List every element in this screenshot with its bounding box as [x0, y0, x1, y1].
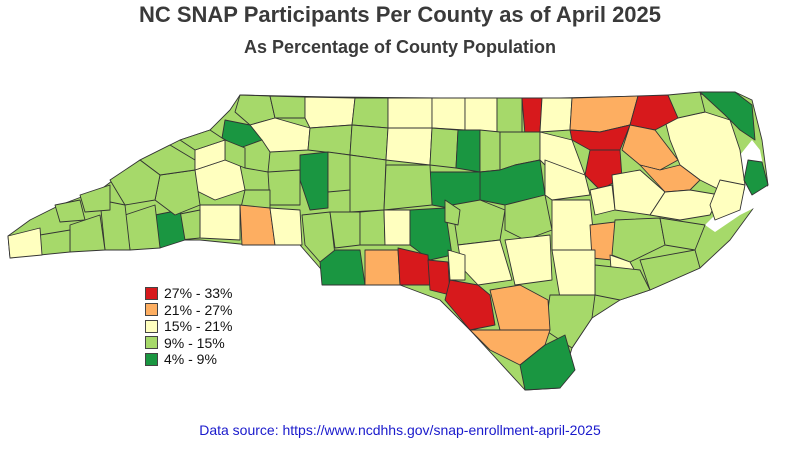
county-moore: [409, 207, 453, 261]
legend-item: 9% - 15%: [145, 335, 232, 352]
county-person: [464, 97, 498, 133]
county-union: [319, 249, 366, 286]
county-greene: [589, 184, 616, 216]
county-beaufort: [649, 189, 721, 221]
county-cherokee: [7, 227, 43, 259]
legend-label: 21% - 27%: [164, 301, 233, 318]
county-caswell: [431, 97, 466, 131]
map-title: NC SNAP Participants Per County as of Ap…: [138, 2, 662, 27]
legend-item: 21% - 27%: [145, 302, 232, 319]
county-granville: [496, 97, 523, 136]
county-brunswick: [519, 334, 576, 391]
county-davie: [327, 151, 351, 193]
legend-swatch: [145, 352, 158, 366]
county-alamance: [429, 127, 459, 169]
county-johnston: [504, 194, 553, 241]
county-swain: [79, 184, 111, 213]
county-scotland: [427, 259, 451, 296]
county-rutherford: [199, 204, 241, 241]
county-surry: [304, 96, 356, 129]
county-anson: [364, 249, 401, 286]
county-wake: [479, 159, 546, 206]
map-legend: 27% - 33% 21% - 27% 15% - 21% 9% - 15% 4…: [145, 285, 232, 368]
county-duplin: [551, 249, 596, 299]
legend-item: 4% - 9%: [145, 351, 232, 368]
county-warren: [539, 97, 573, 133]
legend-swatch: [145, 286, 158, 300]
county-lee: [444, 199, 461, 226]
county-stanly: [359, 209, 386, 246]
county-dare: [743, 159, 769, 196]
county-graham: [54, 199, 86, 223]
county-ne-darkgreen: [699, 91, 756, 141]
data-source-prefix: Data source:: [199, 422, 283, 438]
county-vance: [521, 97, 543, 136]
county-mitchell: [179, 129, 226, 151]
county-wayne: [551, 199, 596, 251]
county-stokes: [351, 97, 389, 129]
county-gates: [667, 91, 706, 119]
county-durham: [479, 129, 501, 173]
county-carteret: [639, 249, 701, 291]
legend-label: 9% - 15%: [164, 334, 225, 351]
county-sampson: [504, 234, 553, 286]
county-hertford: [629, 94, 679, 131]
county-cabarrus: [329, 211, 361, 249]
county-montgomery: [383, 209, 411, 246]
county-alleghany: [269, 95, 306, 119]
legend-item: 27% - 33%: [145, 285, 232, 302]
legend-label: 15% - 21%: [164, 318, 233, 335]
county-craven: [611, 217, 666, 263]
county-gaston: [269, 207, 303, 246]
map-subtitle: As Percentage of County Population: [243, 37, 557, 57]
county-guilford: [385, 127, 433, 166]
legend-swatch: [145, 303, 158, 317]
legend-label: 4% - 9%: [164, 351, 217, 368]
legend-swatch: [145, 336, 158, 350]
county-yadkin: [307, 124, 353, 156]
data-source: Data source: https://www.ncdhhs.gov/snap…: [0, 422, 800, 438]
county-robeson: [444, 279, 496, 331]
legend-swatch: [145, 319, 158, 333]
county-rockingham: [387, 97, 433, 129]
county-hoke: [447, 249, 466, 281]
county-wilson: [544, 159, 591, 201]
county-davidson: [349, 154, 387, 213]
county-randolph: [383, 164, 433, 211]
legend-label: 27% - 33%: [164, 285, 233, 302]
county-jackson: [99, 199, 131, 251]
county-cleveland: [239, 204, 276, 246]
county-orange: [455, 129, 481, 173]
county-bladen: [489, 284, 551, 331]
data-source-link[interactable]: https://www.ncdhhs.gov/snap-enrollment-a…: [282, 422, 601, 438]
county-harnett: [451, 199, 506, 246]
county-catawba: [267, 169, 301, 206]
legend-item: 15% - 21%: [145, 318, 232, 335]
county-haywood: [109, 159, 161, 206]
county-hyde: [709, 179, 746, 221]
county-forsyth: [349, 124, 389, 161]
